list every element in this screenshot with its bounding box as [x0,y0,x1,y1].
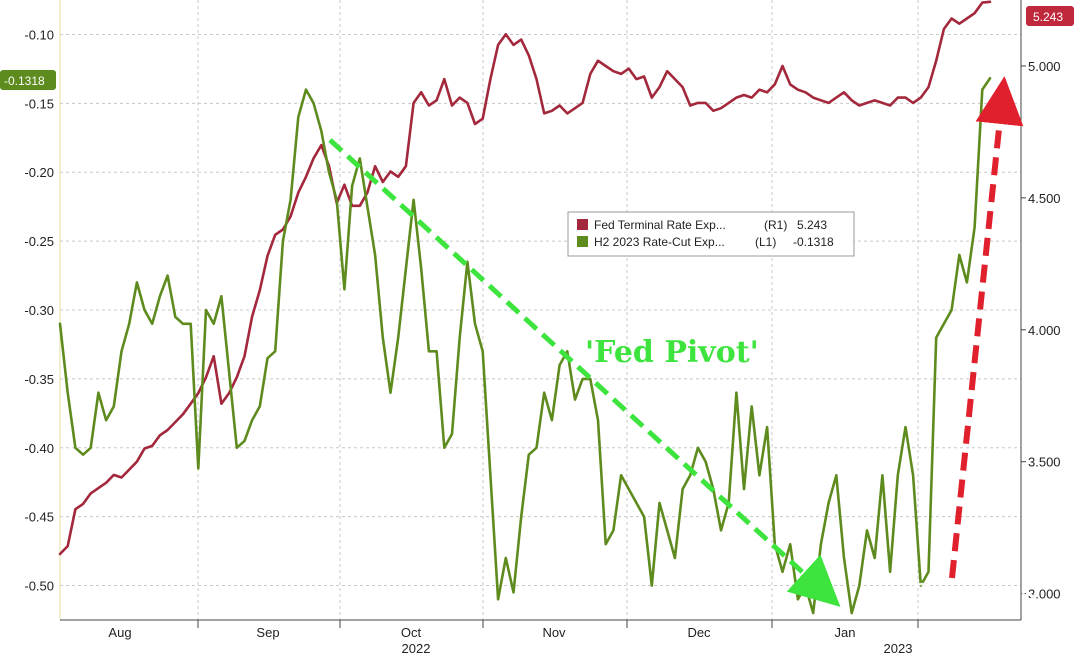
left-tick-label: -0.30 [24,303,54,318]
legend-axis-fed-terminal: (R1) [764,218,787,232]
right-tick-label: 3.500 [1028,455,1061,470]
watermark-subtext: @美股投资网 [948,628,1032,644]
left-value-badge-box [0,70,56,90]
legend-label-fed-terminal: Fed Terminal Rate Exp... [594,218,726,232]
left-tick-label: -0.35 [24,372,54,387]
x-year-label: 2023 [884,641,913,656]
grid-lines [60,0,1021,620]
left-value-badge: -0.1318 [0,70,56,90]
x-month-label: Sep [256,625,279,640]
fed-pivot-arrow [328,138,841,607]
left-tick-label: -0.15 [24,96,54,111]
series-lines [58,0,992,615]
series-line-h2-rate-cut [58,77,992,615]
legend: Fed Terminal Rate Exp... (R1) 5.243 H2 2… [567,211,855,257]
left-value-badge-text: -0.1318 [4,74,45,88]
right-value-badge-text: 5.243 [1033,10,1063,24]
left-tick-label: -0.50 [24,579,54,594]
legend-label-h2-rate-cut: H2 2023 Rate-Cut Exp... [594,235,725,249]
legend-swatch-h2-rate-cut [577,236,588,247]
watermark: 老虎社区 @美股投资网 [907,582,1044,644]
fed-pivot-annotation: 'Fed Pivot' [585,335,759,370]
legend-value-fed-terminal: 5.243 [797,218,827,232]
left-tick-label: -0.25 [24,234,54,249]
right-value-badge-box [1026,6,1074,26]
series-line-fed-terminal-rate [58,0,992,556]
legend-swatch-fed-terminal [577,219,588,230]
x-month-label: Nov [542,625,566,640]
right-tick-label: 5.000 [1028,59,1061,74]
legend-box [567,211,855,257]
left-tick-label: -0.45 [24,510,54,525]
x-month-label: Jan [835,625,856,640]
legend-axis-h2-rate-cut: (L1) [755,235,776,249]
right-tick-label: 4.000 [1028,323,1061,338]
right-tick-label: 4.500 [1028,191,1061,206]
watermark-text: 老虎社区 [948,584,1044,612]
x-month-label: Aug [108,625,131,640]
x-axis-ticks: Aug Sep Oct Nov Dec Jan 2022 2023 [108,620,919,656]
left-tick-label: -0.40 [24,441,54,456]
right-tick-label: 3.000 [1028,587,1061,602]
right-axis-ticks: 5.000 4.500 4.000 3.500 3.000 [1021,59,1061,602]
x-year-label: 2022 [402,641,431,656]
left-tick-label: -0.20 [24,165,54,180]
right-value-badge: 5.243 [1026,6,1074,26]
left-axis-ticks: -0.10 -0.15 -0.20 -0.25 -0.30 -0.35 -0.40 -0.45… [24,27,54,593]
x-month-label: Oct [401,625,422,640]
watermark-logo-icon [907,582,937,612]
left-tick-label: -0.10 [24,27,54,42]
x-month-label: Dec [687,625,711,640]
legend-value-h2-rate-cut: -0.1318 [793,235,834,249]
